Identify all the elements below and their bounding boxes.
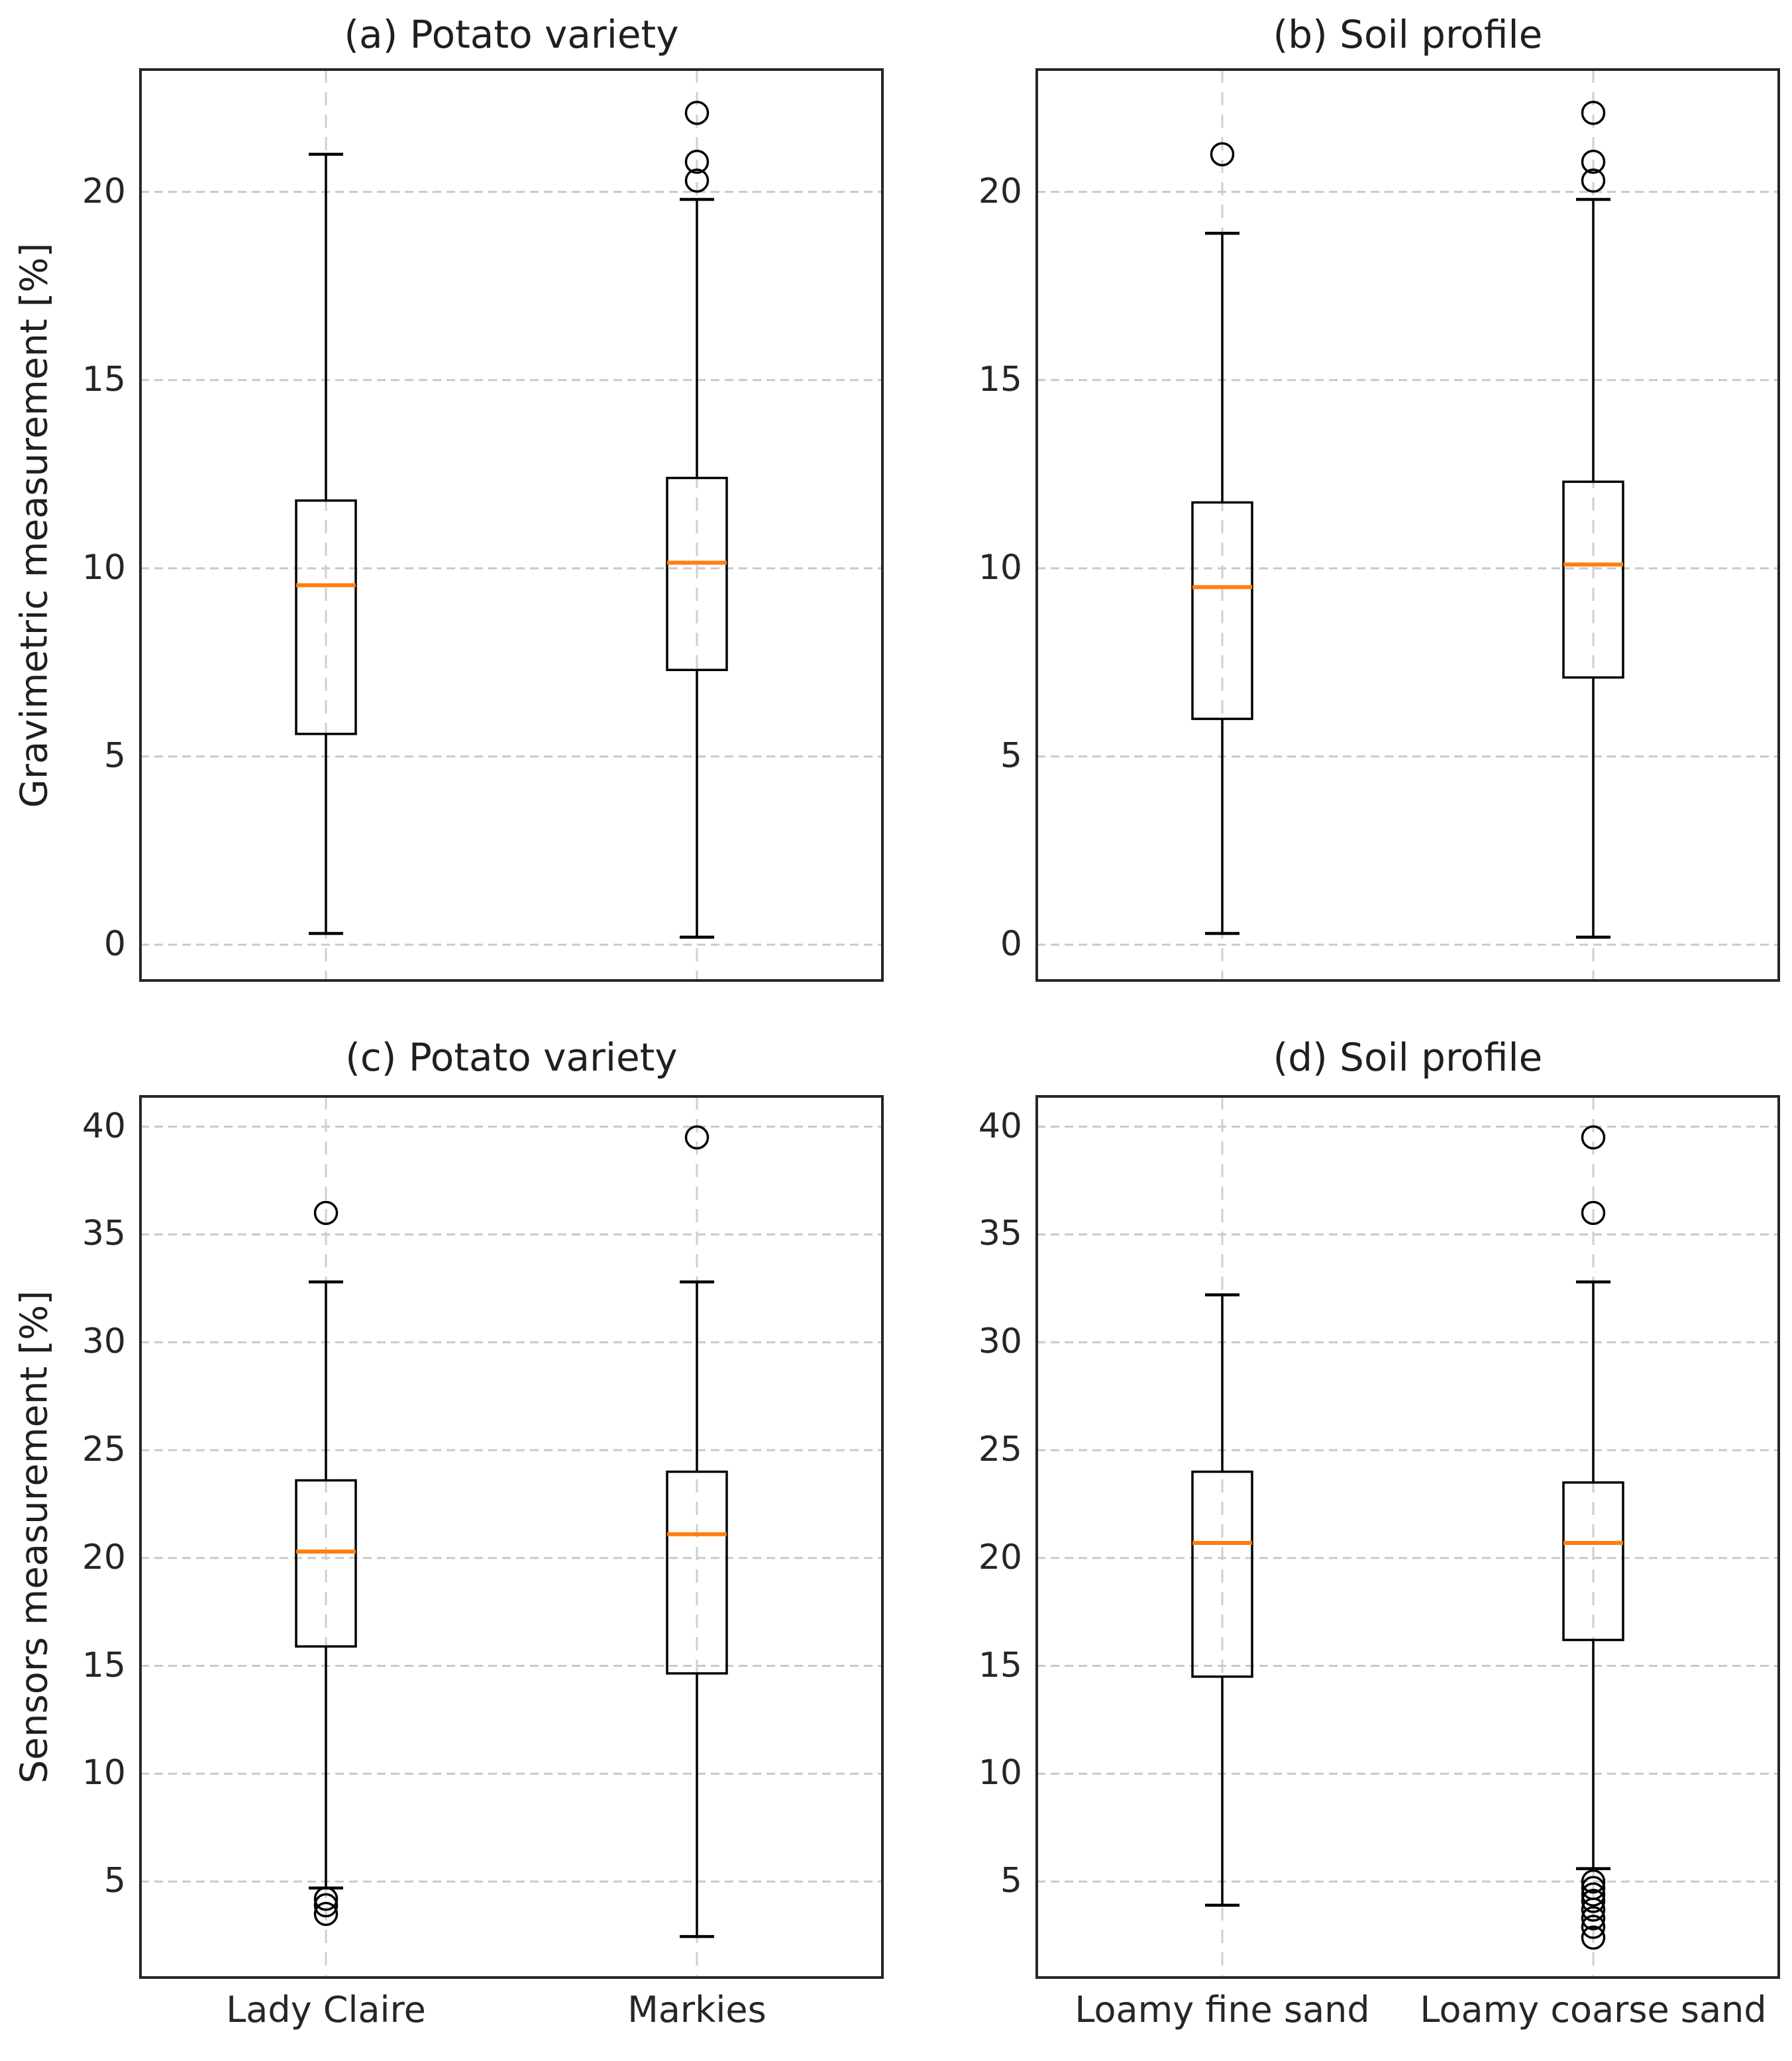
subplot-d-title: (d) Soil profile xyxy=(1273,1035,1543,1080)
outlier-point xyxy=(1581,1915,1606,1939)
y-tick-label-b-5: 5 xyxy=(1000,735,1022,776)
x-category-label-loamy-coarse-sand: Loamy coarse sand xyxy=(1420,1989,1767,2031)
y-tick-label-c-20: 20 xyxy=(81,1537,126,1577)
outlier-point xyxy=(1581,1125,1606,1150)
box-rect xyxy=(1562,1481,1624,1642)
subplot-a-canvas xyxy=(139,68,884,982)
axes-spine xyxy=(139,68,884,982)
y-tick-label-d-40: 40 xyxy=(978,1106,1022,1146)
outlier-point xyxy=(684,168,710,193)
box-rect xyxy=(295,499,357,735)
outlier-point xyxy=(1210,142,1235,167)
box-rect xyxy=(1191,1470,1253,1678)
outlier-point xyxy=(313,1200,339,1226)
y-tick-label-b-15: 15 xyxy=(978,359,1022,399)
subplot-b-title: (b) Soil profile xyxy=(1273,12,1543,57)
y-tick-label-d-35: 35 xyxy=(978,1214,1022,1254)
x-category-label-loamy-fine-sand: Loamy fine sand xyxy=(1075,1989,1370,2031)
outlier-point xyxy=(313,1893,339,1918)
outlier-point xyxy=(1581,1869,1606,1894)
outlier-point xyxy=(1581,168,1606,193)
box-d-0 xyxy=(1191,1293,1253,1907)
outlier-point xyxy=(684,149,710,174)
box-rect xyxy=(1191,501,1253,720)
box-a-0 xyxy=(295,152,357,935)
subplot-c-canvas xyxy=(139,1095,884,1979)
y-tick-label-c-35: 35 xyxy=(81,1214,126,1254)
outlier-point xyxy=(313,1901,339,1927)
y-tick-label-c-40: 40 xyxy=(81,1106,126,1146)
outlier-point xyxy=(1581,1889,1606,1913)
y-tick-label-c-15: 15 xyxy=(81,1645,126,1685)
y-tick-label-c-30: 30 xyxy=(81,1322,126,1362)
axes-spine xyxy=(1035,68,1780,982)
y-tick-label-b-0: 0 xyxy=(1000,924,1022,965)
y-tick-label-d-30: 30 xyxy=(978,1322,1022,1362)
outlier-point xyxy=(1581,1925,1606,1950)
y-tick-label-c-5: 5 xyxy=(103,1861,126,1901)
outlier-point xyxy=(1581,1882,1606,1907)
box-c-1 xyxy=(666,1125,728,1938)
y-tick-label-a-0: 0 xyxy=(103,924,126,965)
y-tick-label-d-5: 5 xyxy=(1000,1861,1022,1901)
subplot-c-title: (c) Potato variety xyxy=(345,1035,678,1080)
y-tick-label-a-20: 20 xyxy=(81,171,126,211)
subplot-d-canvas xyxy=(1035,1095,1780,1979)
y-tick-label-d-15: 15 xyxy=(978,1645,1022,1685)
y-tick-label-a-5: 5 xyxy=(103,735,126,776)
y-tick-label-d-20: 20 xyxy=(978,1537,1022,1577)
y-tick-label-a-10: 10 xyxy=(81,547,126,588)
y-tick-label-b-10: 10 xyxy=(978,547,1022,588)
box-rect xyxy=(666,476,728,672)
outlier-point xyxy=(1581,1906,1606,1930)
axes-spine xyxy=(1035,1095,1780,1979)
outlier-point xyxy=(684,101,710,125)
box-b-0 xyxy=(1191,142,1253,935)
y-axis-label-gravimetric: Gravimetric measurement [%] xyxy=(13,242,56,808)
box-a-1 xyxy=(666,101,728,939)
box-c-0 xyxy=(295,1200,357,1927)
x-category-label-lady-claire: Lady Claire xyxy=(226,1989,426,2031)
subplot-a-title: (a) Potato variety xyxy=(344,12,679,57)
axes-spine xyxy=(139,1095,884,1979)
box-rect xyxy=(295,1479,357,1648)
box-rect xyxy=(666,1470,728,1675)
outlier-point xyxy=(1581,149,1606,174)
y-tick-label-b-20: 20 xyxy=(978,171,1022,211)
outlier-point xyxy=(313,1886,339,1911)
subplot-b-canvas xyxy=(1035,68,1780,982)
y-tick-label-c-10: 10 xyxy=(81,1753,126,1793)
box-d-1 xyxy=(1562,1125,1624,1950)
y-tick-label-d-25: 25 xyxy=(978,1429,1022,1469)
x-category-label-markies: Markies xyxy=(627,1989,766,2031)
box-rect xyxy=(1562,480,1624,679)
outlier-point xyxy=(1581,1200,1606,1226)
y-tick-label-a-15: 15 xyxy=(81,359,126,399)
y-tick-label-c-25: 25 xyxy=(81,1429,126,1469)
outlier-point xyxy=(684,1125,710,1150)
box-b-1 xyxy=(1562,101,1624,939)
y-tick-label-d-10: 10 xyxy=(978,1753,1022,1793)
outlier-point xyxy=(1581,101,1606,125)
outlier-point xyxy=(1581,1897,1606,1922)
